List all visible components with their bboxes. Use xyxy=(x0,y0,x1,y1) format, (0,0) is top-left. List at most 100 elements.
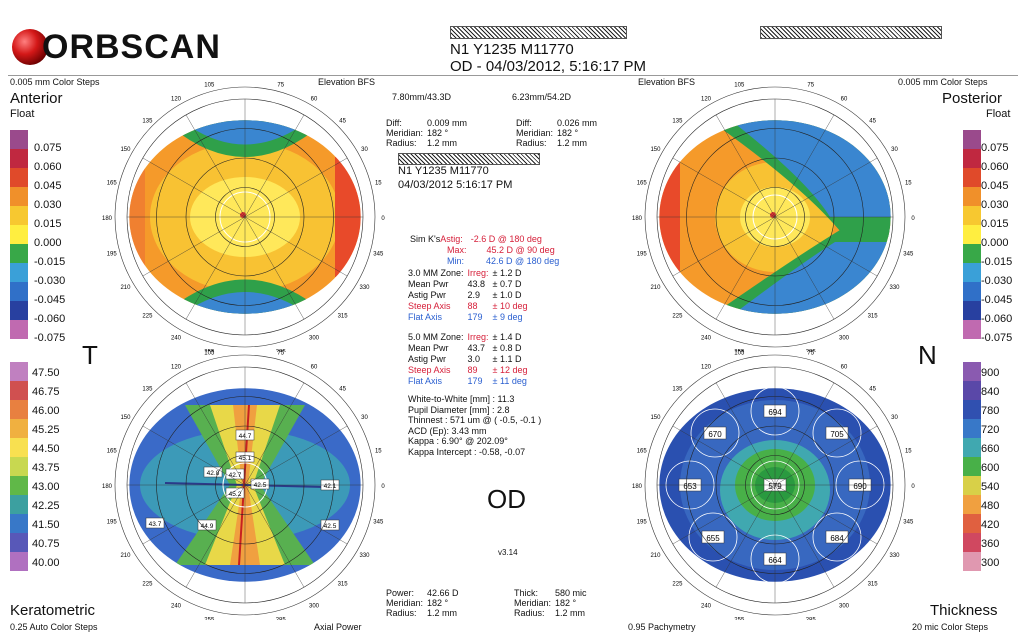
astig-value: 3.0 xyxy=(467,354,481,364)
grid-spoke xyxy=(185,484,246,588)
scale-label: 0.015 xyxy=(981,218,1009,230)
axis-label: 315 xyxy=(868,314,879,320)
scale-label: 360 xyxy=(981,538,1000,550)
flat-err: ± 11 deg xyxy=(492,376,527,386)
flat-value: 179 xyxy=(467,376,483,386)
scale-label: 43.75 xyxy=(32,462,60,474)
anterior-title: Anterior xyxy=(10,90,63,107)
axis-label: 30 xyxy=(891,147,898,153)
axis-label: 180 xyxy=(102,216,113,222)
outer-ring xyxy=(114,86,376,348)
pachy-value: 684 xyxy=(830,534,844,543)
axis-label: 285 xyxy=(276,349,287,352)
axis-label: 255 xyxy=(734,349,745,352)
grid-spoke xyxy=(774,484,835,588)
float-scale-left xyxy=(10,130,28,339)
scale-label: 600 xyxy=(981,462,1000,474)
pachy-value-box xyxy=(703,426,727,440)
scale-label: 0.075 xyxy=(34,142,62,154)
zone-head: 5.0 MM Zone: xyxy=(408,332,464,342)
axis-label: 345 xyxy=(903,252,914,258)
axis-label: 135 xyxy=(672,386,683,392)
astig-value: 2.9 xyxy=(467,290,481,300)
axis-label: 330 xyxy=(890,285,901,291)
scale-label: 540 xyxy=(981,481,1000,493)
astig-label: Astig: xyxy=(440,234,463,244)
pachy-value: 690 xyxy=(853,482,867,491)
scale-label: 41.50 xyxy=(32,519,60,531)
anterior-steps: 0.005 mm Color Steps xyxy=(10,77,100,87)
logo-sphere-icon xyxy=(12,29,48,65)
scale-label: -0.075 xyxy=(34,332,66,344)
eye-label: OD xyxy=(487,484,526,514)
kappa: Kappa : 6.90° @ 202.09° xyxy=(408,436,508,446)
grid-spoke xyxy=(185,382,246,486)
outer-ring xyxy=(114,354,376,616)
axis-label: 105 xyxy=(204,83,215,89)
axis-label: 255 xyxy=(204,349,215,352)
thick-scale-right xyxy=(963,362,981,571)
axis-label: 195 xyxy=(107,520,118,526)
scale-label: 0.030 xyxy=(981,199,1009,211)
patient-line-2: N1 Y1235 M11770 xyxy=(398,165,489,177)
axis-label: 90 xyxy=(242,350,249,352)
axis-label: 150 xyxy=(650,147,661,153)
kerato-value: 42.8 xyxy=(207,470,220,477)
posterior-map-type: Elevation BFS xyxy=(638,77,696,87)
kerato-scale-labels: 47.50 46.75 46.00 45.25 44.50 43.75 43.00 42.25… xyxy=(32,364,60,573)
scale-label: 0.060 xyxy=(981,161,1009,173)
axis-label: 150 xyxy=(120,415,131,421)
white-to-white: White-to-White [mm] : 11.3 xyxy=(408,394,515,404)
axis-label: 285 xyxy=(806,617,817,620)
pachy-zone-circle xyxy=(688,512,738,562)
kerato-value: 44.9 xyxy=(201,523,214,530)
axis-label: 315 xyxy=(338,582,349,588)
axis-label: 45 xyxy=(339,118,346,124)
posterior-title: Posterior xyxy=(942,90,1003,107)
grid-spoke xyxy=(672,484,776,545)
pachy-value: 670 xyxy=(708,430,722,439)
grid-spoke xyxy=(715,382,776,486)
posterior-float-map: 9010512013515016518019521022524025527028… xyxy=(632,82,915,352)
axis-label: 60 xyxy=(311,364,318,370)
power-label: Power: xyxy=(386,588,415,598)
posterior-diff: Diff: 0.026 mm Meridian: 182 ° Radius: 1.2 … xyxy=(516,118,601,148)
axis-label: 210 xyxy=(650,285,661,291)
axis-label: 15 xyxy=(375,448,382,454)
power-value: 42.66 D xyxy=(427,588,459,598)
orbscan-logo: ORBSCAN xyxy=(8,26,278,68)
scale-label: -0.060 xyxy=(34,313,66,325)
mean-value: 43.8 xyxy=(467,279,486,289)
simk-label: Sim K's xyxy=(410,234,441,244)
axis-label: 300 xyxy=(309,336,320,342)
axis-label: 15 xyxy=(375,180,382,186)
grid-spoke xyxy=(244,157,348,218)
grid-spoke xyxy=(185,114,246,218)
grid-spoke xyxy=(715,484,776,588)
astig-err: ± 1.1 D xyxy=(492,354,522,364)
astig-value: -2.6 D @ 180 deg xyxy=(470,234,542,244)
axis-label: 330 xyxy=(890,553,901,559)
grid-spoke xyxy=(244,484,305,588)
scale-label: -0.045 xyxy=(981,294,1013,306)
scale-label: 0.075 xyxy=(981,142,1009,154)
grid-spoke xyxy=(142,425,246,486)
axis-label: 180 xyxy=(632,216,643,222)
irreg-label: Irreg: xyxy=(467,332,489,342)
anterior-diff: Diff: 0.009 mm Meridian: 182 ° Radius: 1.2 … xyxy=(386,118,471,148)
meridian-value: 182 ° xyxy=(557,128,579,138)
kerato-value: 45.2 xyxy=(229,491,242,498)
axis-label: 240 xyxy=(171,336,182,342)
meridian-value: 182 ° xyxy=(427,598,449,608)
axis-label: 120 xyxy=(701,364,712,370)
anterior-sub: Float xyxy=(10,108,35,120)
grid-spoke xyxy=(244,114,305,218)
simk-block: Sim K'sAstig: -2.6 D @ 180 deg Max: 45.2 D… xyxy=(410,234,559,267)
outer-ring xyxy=(644,354,906,616)
axis-label: 225 xyxy=(142,582,153,588)
astig-label: Astig Pwr xyxy=(408,290,447,300)
grid-spoke xyxy=(244,216,348,277)
grid-spoke xyxy=(774,157,878,218)
scale-label: -0.060 xyxy=(981,313,1013,325)
thick-readout: Thick: 580 mic Meridian: 182 ° Radius: 1.2 … xyxy=(514,588,591,618)
